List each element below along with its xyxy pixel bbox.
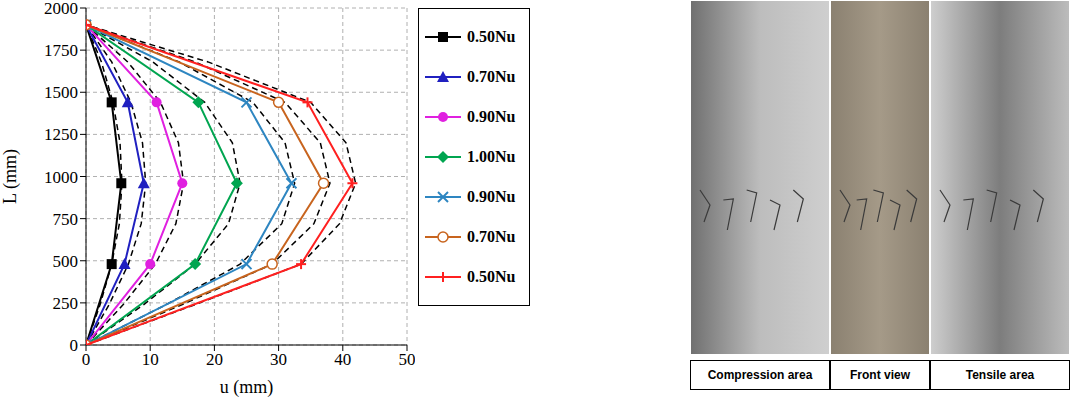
html-text:0.90Nu: 0.90Nu	[467, 108, 516, 125]
svg-text:20: 20	[206, 350, 223, 369]
svg-text:40: 40	[334, 350, 351, 369]
svg-text:L (mm): L (mm)	[0, 149, 21, 204]
svg-text:250: 250	[53, 294, 79, 313]
svg-text:50: 50	[399, 350, 416, 369]
html-text:1.00Nu: 1.00Nu	[467, 148, 516, 165]
svg-text:10: 10	[142, 350, 159, 369]
html-text:0.50Nu: 0.50Nu	[467, 268, 516, 285]
html-text:0.50Nu: 0.50Nu	[467, 28, 516, 45]
svg-text:750: 750	[53, 210, 79, 229]
html-text:Compression area: Compression area	[707, 368, 813, 382]
svg-text:0: 0	[70, 336, 79, 355]
svg-text:30: 30	[270, 350, 287, 369]
html-text:0.70Nu: 0.70Nu	[467, 68, 516, 85]
svg-text:u (mm): u (mm)	[220, 377, 274, 398]
html-text:Tensile area: Tensile area	[965, 368, 1035, 382]
svg-text:1000: 1000	[44, 168, 78, 187]
svg-text:0: 0	[82, 350, 91, 369]
html-text:Front view: Front view	[850, 368, 910, 382]
svg-text:500: 500	[53, 252, 79, 271]
html-text:0.90Nu: 0.90Nu	[467, 188, 516, 205]
html-text:0.70Nu: 0.70Nu	[467, 228, 516, 245]
svg-text:2000: 2000	[44, 0, 78, 18]
svg-text:1250: 1250	[44, 125, 78, 144]
svg-text:1500: 1500	[44, 83, 78, 102]
svg-text:1750: 1750	[44, 41, 78, 60]
